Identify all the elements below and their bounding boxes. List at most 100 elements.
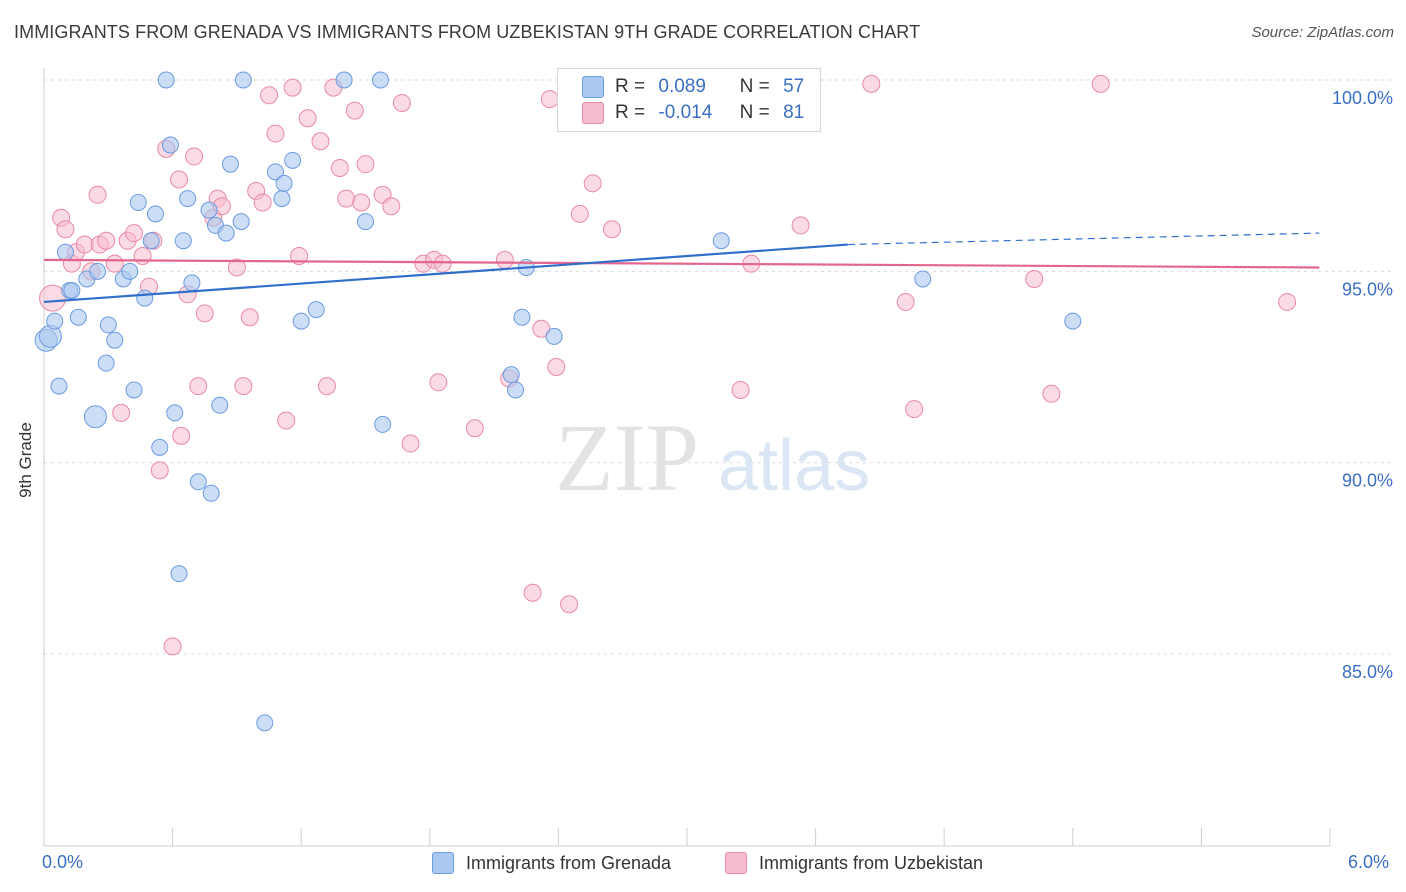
data-point-grenada <box>46 312 64 330</box>
n-label: N = <box>739 76 770 97</box>
data-point-uzbekistan <box>330 159 349 178</box>
data-point-grenada <box>170 565 188 583</box>
data-point-grenada <box>129 193 147 211</box>
legend-label-grenada: Immigrants from Grenada <box>466 852 672 873</box>
data-point-grenada <box>273 190 291 208</box>
data-point-grenada <box>89 262 107 280</box>
data-point-uzbekistan <box>105 254 124 273</box>
data-point-uzbekistan <box>560 595 579 614</box>
data-point-grenada <box>179 190 197 208</box>
data-point-grenada <box>189 473 207 491</box>
legend-item-uzbekistan[interactable]: Immigrants from Uzbekistan <box>725 852 983 874</box>
data-point-grenada <box>374 415 392 433</box>
n-value-grenada: 57 <box>783 76 805 97</box>
data-point-grenada <box>502 366 520 384</box>
trend-line-grenada-extension <box>847 232 1320 246</box>
data-point-uzbekistan <box>791 216 810 235</box>
data-point-uzbekistan <box>227 258 246 277</box>
data-point-uzbekistan <box>317 377 336 396</box>
data-point-grenada <box>69 308 87 326</box>
r-value-uzbekistan: -0.014 <box>658 102 713 123</box>
data-point-grenada <box>232 213 250 231</box>
data-point-uzbekistan <box>602 220 621 239</box>
legend-item-grenada[interactable]: Immigrants from Grenada <box>432 852 671 874</box>
data-point-uzbekistan <box>731 380 750 399</box>
r-label: R = <box>615 76 646 97</box>
y-tick-labels: 100.0% 95.0% 90.0% 85.0% <box>1332 88 1393 682</box>
trend-line-uzbekistan <box>43 258 1320 269</box>
data-point-grenada <box>545 327 563 345</box>
data-point-uzbekistan <box>433 254 452 273</box>
axes <box>43 68 1331 847</box>
data-point-uzbekistan <box>283 78 302 97</box>
data-point-grenada <box>513 308 531 326</box>
data-point-grenada <box>914 270 932 288</box>
stats-legend: R = 0.089 N = 57 R = -0.014 N = 81 <box>557 68 821 132</box>
data-point-grenada <box>63 281 81 299</box>
data-point-uzbekistan <box>465 419 484 438</box>
data-point-uzbekistan <box>298 109 317 128</box>
data-point-uzbekistan <box>240 308 259 327</box>
data-point-uzbekistan <box>195 304 214 323</box>
data-point-grenada <box>146 205 164 223</box>
data-point-grenada <box>136 289 154 307</box>
data-point-uzbekistan <box>133 247 152 266</box>
r-value-grenada: 0.089 <box>658 76 706 97</box>
data-point-uzbekistan <box>163 637 182 656</box>
data-point-grenada <box>221 155 239 173</box>
data-point-uzbekistan <box>1042 384 1061 403</box>
x-tick-label-max: 6.0% <box>1348 852 1390 872</box>
legend-swatch-grenada <box>432 852 454 874</box>
data-point-grenada <box>56 243 74 261</box>
data-point-uzbekistan <box>97 231 116 250</box>
legend-swatch-grenada <box>582 76 604 98</box>
data-point-grenada <box>335 71 353 89</box>
data-point-uzbekistan <box>39 284 67 312</box>
y-tick-label: 100.0% <box>1332 88 1393 108</box>
data-point-uzbekistan <box>583 174 602 193</box>
data-point-uzbekistan <box>547 358 566 376</box>
data-point-grenada <box>183 274 201 292</box>
data-point-grenada <box>200 201 218 219</box>
data-point-grenada <box>99 316 117 334</box>
data-point-grenada <box>161 136 179 154</box>
data-point-uzbekistan <box>345 101 364 120</box>
data-point-grenada <box>307 301 325 319</box>
chart-title: IMMIGRANTS FROM GRENADA VS IMMIGRANTS FR… <box>14 22 921 42</box>
data-point-grenada <box>106 331 124 349</box>
data-point-uzbekistan <box>337 189 356 208</box>
data-point-uzbekistan <box>905 400 924 419</box>
data-point-grenada <box>507 381 525 399</box>
data-point-grenada <box>157 71 175 89</box>
data-point-uzbekistan <box>150 461 169 480</box>
legend-swatch-uzbekistan <box>582 102 604 124</box>
y-tick-label: 85.0% <box>1342 662 1393 682</box>
data-point-uzbekistan <box>352 193 371 212</box>
data-point-grenada <box>712 232 730 250</box>
legend-swatch-uzbekistan <box>725 852 747 874</box>
r-label: R = <box>615 102 646 123</box>
data-point-grenada <box>83 405 107 429</box>
data-point-uzbekistan <box>1278 292 1297 311</box>
y-tick-label: 90.0% <box>1342 471 1393 491</box>
trend-lines <box>43 232 1320 304</box>
data-point-uzbekistan <box>88 185 107 204</box>
data-point-grenada <box>292 312 310 330</box>
data-point-uzbekistan <box>429 373 448 392</box>
data-point-grenada <box>357 213 374 231</box>
n-value-uzbekistan: 81 <box>783 102 805 123</box>
data-point-uzbekistan <box>392 93 411 112</box>
data-point-grenada <box>142 232 160 250</box>
x-tick-label-min: 0.0% <box>42 852 84 872</box>
data-point-uzbekistan <box>311 132 330 151</box>
data-point-grenada <box>234 71 252 89</box>
data-point-uzbekistan <box>523 583 542 602</box>
data-point-grenada <box>266 163 284 181</box>
data-point-uzbekistan <box>532 319 551 338</box>
data-point-uzbekistan <box>1091 74 1110 93</box>
watermark-atlas: atlas <box>718 426 870 506</box>
series-grenada-points <box>34 71 1082 732</box>
trend-line-grenada <box>43 243 848 304</box>
data-point-uzbekistan <box>495 250 514 269</box>
